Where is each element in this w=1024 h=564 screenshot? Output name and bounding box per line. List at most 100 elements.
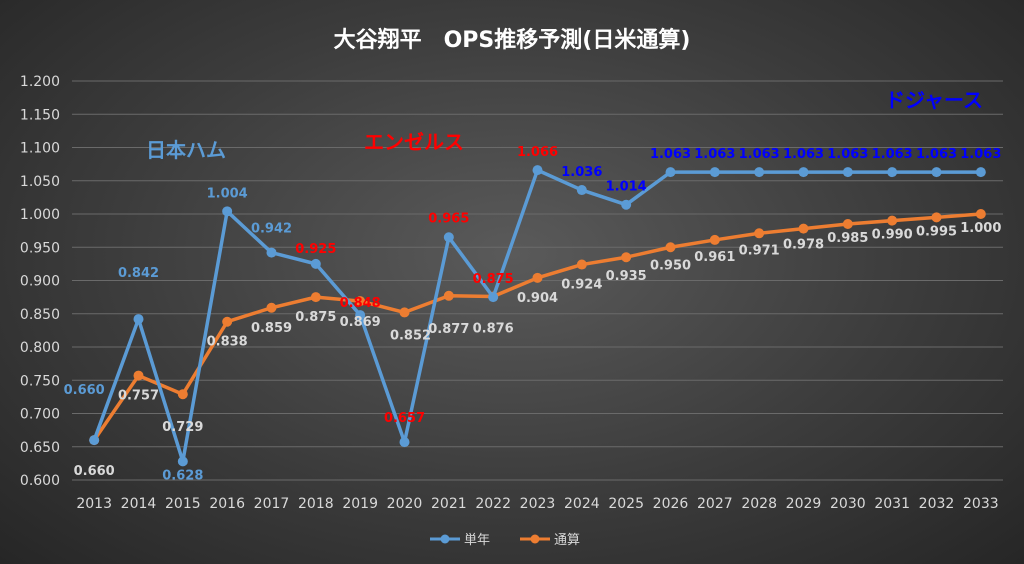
y-tick-label: 0.600 — [20, 473, 60, 489]
cumulative-data-label: 0.961 — [694, 250, 735, 265]
y-tick-label: 1.200 — [20, 74, 60, 90]
legend-label: 単年 — [464, 532, 490, 548]
cumulative-data-label: 0.995 — [916, 224, 957, 239]
x-tick-label: 2025 — [608, 496, 644, 512]
single-year-data-label: 1.063 — [783, 147, 824, 162]
legend-label: 通算 — [554, 533, 580, 548]
data-point — [532, 272, 543, 283]
data-point — [931, 167, 942, 178]
x-tick-label: 2020 — [387, 496, 423, 512]
data-point — [399, 307, 410, 318]
data-point — [754, 228, 765, 239]
single-year-data-label: 1.063 — [872, 147, 913, 162]
x-tick-label: 2030 — [830, 496, 866, 512]
data-point — [177, 389, 188, 400]
x-tick-label: 2021 — [431, 496, 467, 512]
data-point — [842, 167, 853, 178]
series-layer — [89, 165, 986, 467]
x-tick-label: 2019 — [342, 496, 378, 512]
x-tick-label: 2029 — [786, 496, 822, 512]
single-year-data-label: 1.066 — [517, 145, 558, 160]
data-point — [266, 247, 277, 258]
data-point — [576, 259, 587, 270]
x-tick-label: 2026 — [653, 496, 689, 512]
x-tick-label: 2033 — [963, 496, 999, 512]
single-year-data-label: 1.063 — [650, 147, 691, 162]
data-point — [310, 292, 321, 303]
data-point — [709, 167, 720, 178]
single-year-data-label: 0.848 — [340, 296, 381, 311]
x-tick-label: 2022 — [475, 496, 511, 512]
x-tick-label: 2023 — [520, 496, 556, 512]
y-tick-label: 1.150 — [20, 107, 60, 123]
y-tick-label: 0.750 — [20, 373, 60, 389]
data-point — [887, 167, 898, 178]
y-axis: 0.600 0.650 0.700 0.750 0.800 0.850 0.900 0.950… — [20, 74, 60, 489]
single-year-data-label: 1.014 — [606, 180, 647, 195]
cumulative-data-label: 1.000 — [960, 221, 1001, 236]
y-tick-label: 0.850 — [20, 307, 60, 323]
single-year-data-label: 0.628 — [162, 468, 203, 483]
data-point — [355, 296, 366, 307]
annotations: 日本ハム エンゼルス ドジャース — [146, 88, 983, 162]
single-year-data-label: 0.942 — [251, 222, 292, 237]
single-year-data-label: 0.875 — [473, 272, 514, 287]
data-point — [443, 290, 454, 301]
data-point — [355, 310, 366, 321]
y-tick-label: 0.700 — [20, 407, 60, 423]
data-point — [222, 316, 233, 327]
single-year-data-label: 0.925 — [295, 242, 336, 257]
data-point — [621, 252, 632, 263]
data-point — [222, 206, 233, 217]
team-annotation: エンゼルス — [364, 130, 464, 154]
data-point — [177, 456, 188, 467]
single-year-data-label: 1.004 — [207, 186, 248, 201]
single-year-data-label: 1.063 — [916, 147, 957, 162]
y-tick-label: 0.800 — [20, 340, 60, 356]
single-year-data-label: 1.063 — [960, 147, 1001, 162]
data-point — [975, 167, 986, 178]
data-point — [399, 437, 410, 448]
data-point — [975, 209, 986, 219]
cumulative-data-label: 0.877 — [428, 322, 469, 337]
data-point — [931, 212, 942, 223]
single-year-data-label: 0.842 — [118, 266, 159, 281]
single-year-data-label: 0.965 — [428, 211, 469, 226]
x-tick-label: 2016 — [209, 496, 245, 512]
legend-swatch-marker — [530, 534, 540, 544]
y-tick-label: 0.650 — [20, 440, 60, 456]
chart-title: 大谷翔平 OPS推移予測(日米通算) — [334, 27, 691, 53]
x-tick-label: 2024 — [564, 496, 600, 512]
y-tick-label: 1.000 — [20, 207, 60, 223]
x-tick-label: 2031 — [874, 496, 910, 512]
x-tick-label: 2013 — [76, 496, 112, 512]
data-point — [621, 199, 632, 210]
team-annotation: 日本ハム — [146, 138, 226, 162]
single-year-data-label: 1.036 — [561, 165, 602, 180]
data-point — [665, 242, 676, 253]
cumulative-data-label: 0.869 — [340, 315, 381, 330]
cumulative-data-label: 0.876 — [473, 321, 514, 336]
cumulative-data-label: 0.935 — [606, 269, 647, 284]
x-axis: 2013 2014 2015 2016 2017 2018 2019 2020 2021 2022… — [76, 496, 998, 512]
data-point — [887, 215, 898, 226]
data-point — [709, 234, 720, 245]
cumulative-data-label: 0.660 — [74, 464, 115, 479]
x-tick-label: 2015 — [165, 496, 201, 512]
x-tick-label: 2028 — [741, 496, 777, 512]
cumulative-data-label: 0.971 — [739, 243, 780, 258]
data-point — [133, 314, 144, 325]
data-point — [266, 302, 277, 313]
data-point — [310, 258, 321, 269]
x-tick-label: 2017 — [254, 496, 290, 512]
single-year-data-label: 1.063 — [827, 147, 868, 162]
cumulative-data-label: 0.729 — [162, 420, 203, 435]
cumulative-data-label: 0.924 — [561, 278, 602, 293]
y-tick-label: 1.100 — [20, 141, 60, 157]
data-point — [488, 292, 499, 303]
data-point — [89, 435, 100, 446]
cumulative-data-label: 0.757 — [118, 389, 159, 404]
data-point — [798, 167, 809, 178]
single-year-data-label: 1.063 — [739, 147, 780, 162]
